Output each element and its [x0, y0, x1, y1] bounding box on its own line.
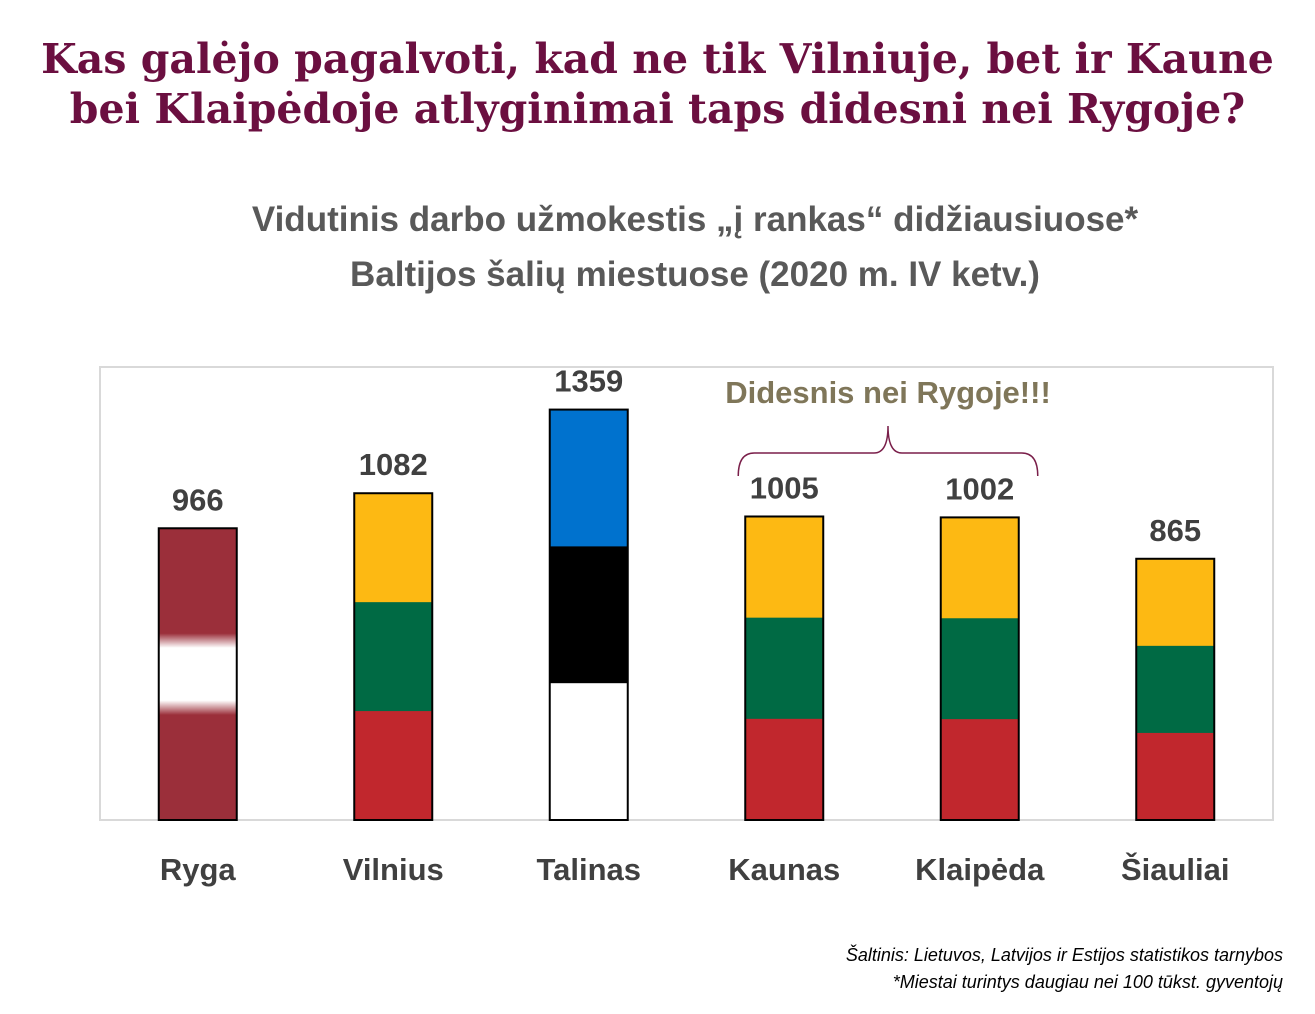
- bar-klaipeda-stripe-bottom: [940, 719, 1019, 821]
- bar-vilnius-outline: [353, 492, 434, 821]
- bar-vilnius: [353, 492, 434, 821]
- bar-klaipeda-stripe-middle: [940, 618, 1019, 720]
- bar-ryga-fill: [158, 528, 237, 820]
- annotation-label: Didesnis nei Rygoje!!!: [725, 375, 1051, 410]
- source-note: Šaltinis: Lietuvos, Latvijos ir Estijos …: [846, 942, 1283, 996]
- bar-siauliai: [1135, 557, 1216, 822]
- bar-kaunas-outline: [744, 515, 825, 821]
- chart-title-line-2: Baltijos šalių miestuose (2020 m. IV ket…: [350, 255, 1040, 294]
- data-label-siauliai: 865: [1149, 513, 1201, 548]
- chart-title: Vidutinis darbo užmokestis „į rankas“ di…: [70, 192, 1315, 302]
- bar-siauliai-stripe-middle: [1136, 645, 1215, 734]
- bar-siauliai-stripe-bottom: [1136, 732, 1215, 821]
- category-label-siauliai: Šiauliai: [1121, 851, 1230, 887]
- headline-line-2: bei Klaipėdoje atlyginimai taps didesni …: [69, 85, 1246, 133]
- bar-talinas: [548, 408, 629, 821]
- bar-chart: 966 Ryga 1082 Vilnius 1359 Talinas 1005 Kaunas 1…: [99, 364, 1274, 887]
- data-label-ryga: 966: [172, 482, 224, 517]
- data-label-kaunas: 1005: [750, 470, 819, 505]
- bar-talinas-outline: [548, 408, 629, 821]
- bar-talinas-stripe-top: [549, 409, 628, 547]
- category-label-klaipeda: Klaipėda: [915, 852, 1045, 887]
- category-label-talinas: Talinas: [536, 852, 641, 887]
- bar-vilnius-stripe-middle: [354, 602, 433, 712]
- bar-siauliai-outline: [1135, 557, 1216, 822]
- bar-talinas-stripe-bottom: [549, 683, 628, 821]
- bar-vilnius-stripe-top: [354, 493, 433, 603]
- source-line: Šaltinis: Lietuvos, Latvijos ir Estijos …: [845, 945, 1283, 965]
- bar-ryga: [157, 527, 238, 821]
- category-label-ryga: Ryga: [160, 852, 237, 887]
- bar-vilnius-stripe-bottom: [354, 711, 433, 821]
- annotation-brace: [737, 425, 1039, 477]
- data-label-talinas: 1359: [554, 364, 623, 399]
- chart-title-line-1: Vidutinis darbo užmokestis „į rankas“ di…: [251, 200, 1139, 239]
- headline-line-1: Kas galėjo pagalvoti, kad ne tik Vilniuj…: [41, 35, 1274, 83]
- bar-kaunas-stripe-bottom: [745, 718, 824, 821]
- bar-talinas-stripe-middle: [549, 546, 628, 684]
- bar-klaipeda: [939, 516, 1020, 821]
- bar-siauliai-stripe-top: [1136, 558, 1215, 647]
- bar-klaipeda-outline: [939, 516, 1020, 821]
- headline: Kas galėjo pagalvoti, kad ne tik Vilniuj…: [0, 34, 1315, 134]
- bar-kaunas: [744, 515, 825, 821]
- category-label-vilnius: Vilnius: [343, 852, 444, 887]
- data-label-vilnius: 1082: [359, 447, 428, 482]
- bar-kaunas-stripe-middle: [745, 617, 824, 720]
- bar-kaunas-stripe-top: [745, 516, 824, 619]
- bar-ryga-outline: [157, 527, 238, 821]
- bar-klaipeda-stripe-top: [940, 517, 1019, 619]
- data-label-klaipeda: 1002: [945, 471, 1014, 506]
- plot-area: [99, 366, 1274, 821]
- category-label-kaunas: Kaunas: [728, 852, 840, 887]
- footnote-line: *Miestai turintys daugiau nei 100 tūkst.…: [892, 972, 1283, 992]
